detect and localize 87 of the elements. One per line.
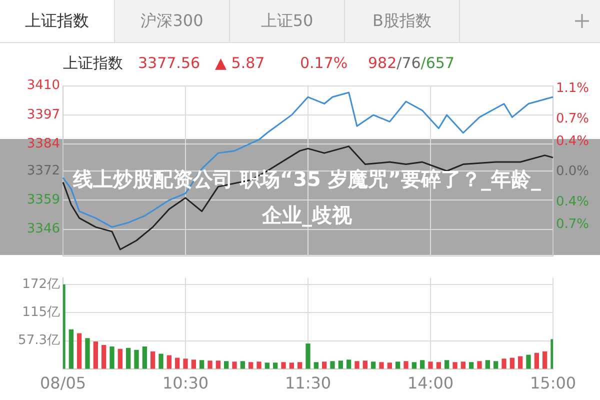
bar [379,362,384,369]
y-tick-label: 3397 [26,107,60,122]
y2-tick-label: 0.4% [556,194,590,210]
text: 0.17% [300,54,348,72]
bar [510,358,514,369]
bar [354,361,360,369]
y-tick-label: 3372 [26,163,60,178]
bar [322,362,327,369]
y-tick-label: 172亿 [22,277,60,292]
x-tick-label: 14:00 [407,374,454,393]
bar [134,350,139,369]
text: 沪深300 [115,0,230,42]
bar [542,351,548,369]
bar [191,360,196,369]
bar [314,362,318,369]
bar [371,362,376,369]
bar [248,362,254,369]
bar [224,361,229,369]
bar [362,360,368,369]
bar [166,355,172,369]
bar [264,362,270,369]
y-tick-label: 3410 [26,78,60,94]
bar [420,360,425,369]
bar [306,344,310,369]
x-tick-label: 08/05 [40,374,86,393]
bar [256,362,262,369]
bar [518,356,523,369]
bar [502,358,506,369]
bar [183,358,188,369]
y-tick-label: 57.3亿 [18,333,60,348]
bar [298,362,302,369]
x-tick-label: 15:00 [530,374,576,393]
y-tick-label: 3359 [26,192,60,208]
bar [494,361,498,369]
bar [232,362,237,369]
bar [77,333,82,369]
text: ▲ 5.87 [215,54,265,72]
text: 上证50 [230,0,345,42]
bar [110,346,114,369]
bar [534,352,539,369]
bar [469,362,474,369]
text: B股指数 [345,0,460,42]
bar [428,362,433,369]
bar [330,361,335,369]
x-tick-label: 11:30 [284,374,332,393]
bar [444,360,450,369]
bar [387,362,392,369]
bar [126,348,131,369]
chart-title: 上证指数 [63,54,123,73]
x-tick-label: 10:30 [162,374,209,393]
bar [485,360,490,369]
bar [216,360,220,369]
bar [68,329,74,369]
bar [118,348,122,369]
bar [338,360,343,369]
bar [85,338,90,369]
y-tick-label: 3384 [26,136,60,152]
y-tick-label: 115亿 [22,304,60,320]
y2-tick-label: 0.7% [556,216,590,232]
bar [526,354,531,369]
bar [477,361,482,369]
bar [93,342,98,369]
bar [208,360,212,369]
bar [142,346,147,369]
bar [346,360,352,369]
bar [102,344,106,369]
bar [452,362,458,369]
text: 982/76/657 [368,54,454,72]
y-tick-label: 3346 [26,222,60,237]
bar [396,362,400,369]
y2-tick-label: 0.0% [556,164,590,180]
y2-tick-label: 1.1% [556,81,590,96]
bar [175,358,180,369]
bar [158,354,164,369]
bar [240,361,245,369]
bar [281,362,286,369]
bar [200,360,204,369]
text: 上证指数 [0,0,115,42]
bar [412,362,416,369]
bar [289,362,294,369]
bar [150,351,156,369]
bar [436,362,441,369]
bar [273,362,278,369]
bar [404,361,408,369]
text: 3377.56 [138,54,200,72]
bar [460,362,466,369]
y2-tick-label: 0.7% [556,111,590,126]
